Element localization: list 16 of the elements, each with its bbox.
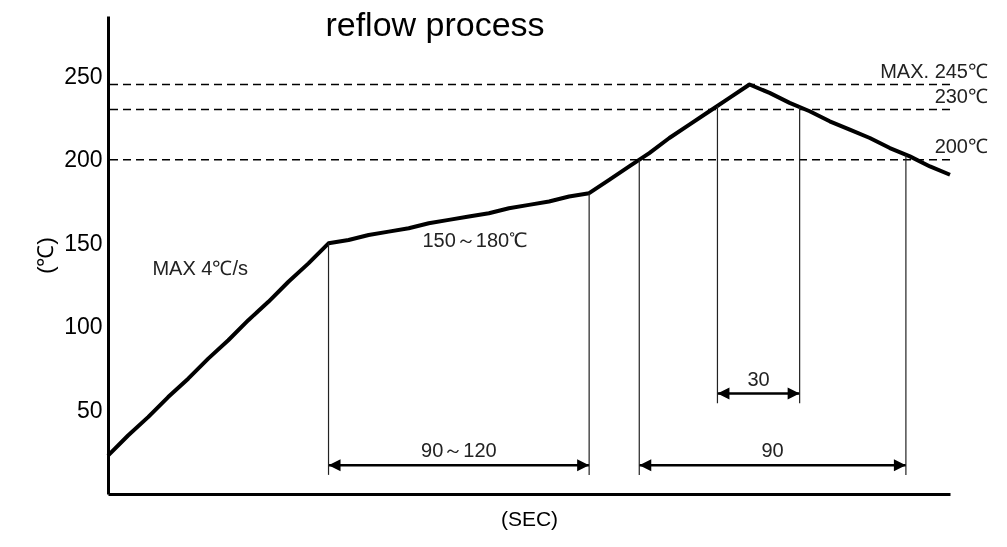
annotation: MAX 4℃/s bbox=[152, 257, 249, 280]
annotation: 30 bbox=[747, 367, 770, 390]
y-tick-label: 150 bbox=[64, 229, 103, 256]
y-axis-title: (℃) bbox=[33, 237, 59, 274]
annotation: 90 bbox=[761, 439, 784, 462]
ref-line-label: 200℃ bbox=[934, 134, 988, 157]
y-tick-label: 100 bbox=[64, 313, 103, 340]
annotation: 150～180℃ bbox=[422, 228, 528, 251]
ref-line-label: 230℃ bbox=[934, 84, 988, 107]
chart-title: reflow process bbox=[325, 5, 545, 43]
ref-line-label: MAX. 245℃ bbox=[880, 59, 988, 82]
y-tick-label: 250 bbox=[64, 62, 103, 89]
y-tick-label: 50 bbox=[76, 396, 103, 423]
annotation: 90～120 bbox=[421, 439, 497, 462]
y-tick-label: 200 bbox=[64, 146, 103, 173]
x-axis-title: (SEC) bbox=[500, 506, 559, 530]
